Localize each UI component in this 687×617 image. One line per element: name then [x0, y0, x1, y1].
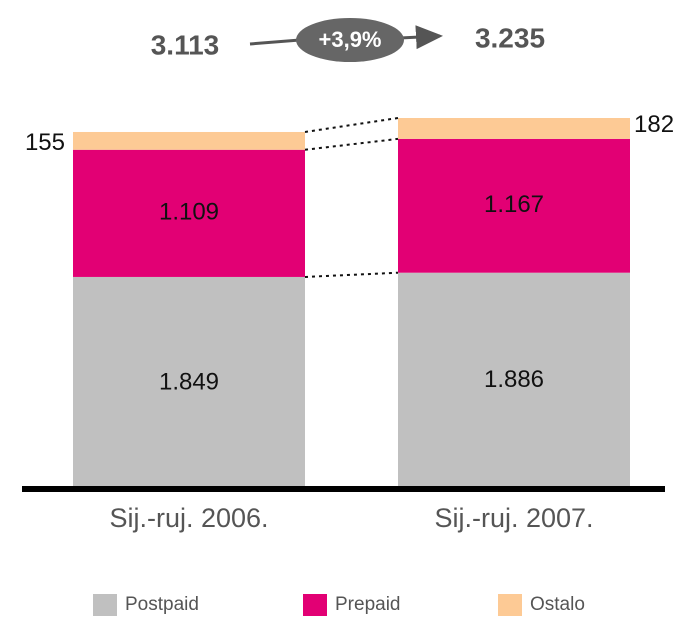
data-label: 1.167 — [484, 191, 544, 218]
data-label: 182 — [634, 111, 674, 138]
legend-swatch — [93, 594, 117, 616]
data-label: 155 — [25, 129, 65, 156]
legend-label: Ostalo — [530, 594, 585, 615]
growth-badge — [296, 18, 404, 62]
bar-segment — [73, 276, 305, 489]
arrow — [249, 38, 301, 46]
arrow — [399, 25, 443, 50]
bar-segment — [73, 131, 305, 150]
total-label: 3.113 — [151, 29, 220, 60]
bar-segment — [73, 149, 305, 277]
legend-label: Postpaid — [125, 594, 199, 615]
connector — [304, 117, 399, 133]
connector — [304, 271, 399, 278]
legend-swatch — [498, 594, 522, 616]
data-label: 1.849 — [159, 368, 219, 395]
legend-label: Prepaid — [335, 594, 401, 615]
data-label: 1.886 — [484, 366, 544, 393]
data-label: 1.109 — [159, 199, 219, 226]
bar-segment — [398, 272, 630, 489]
total-label: 3.235 — [475, 22, 545, 53]
bar-segment — [398, 138, 630, 273]
x-tick-label: Sij.-ruj. 2007. — [434, 503, 593, 533]
legend-swatch — [303, 594, 327, 616]
x-tick-label: Sij.-ruj. 2006. — [109, 503, 268, 533]
connector — [304, 137, 399, 151]
bar-segment — [398, 118, 630, 139]
growth-label: +3,9% — [319, 27, 382, 52]
